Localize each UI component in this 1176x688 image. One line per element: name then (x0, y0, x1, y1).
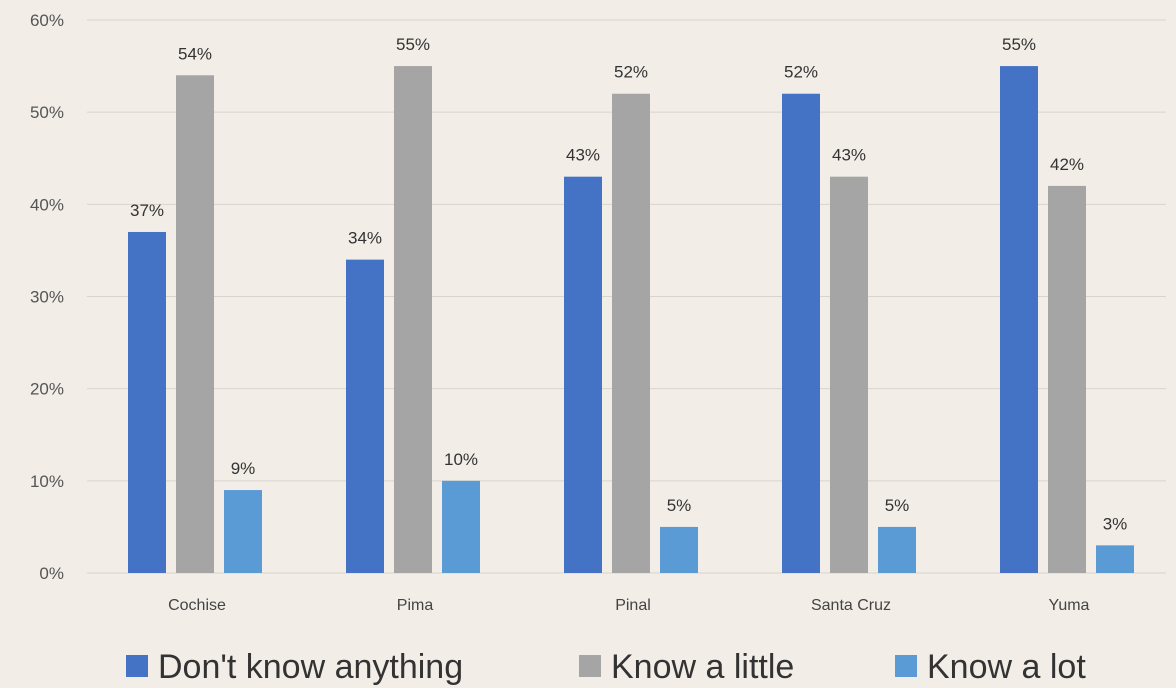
x-category-label: Cochise (168, 597, 226, 614)
bar (1000, 66, 1038, 573)
data-label: 5% (885, 496, 910, 515)
y-tick-label: 0% (39, 564, 64, 583)
y-tick-label: 20% (30, 380, 64, 399)
data-label: 42% (1050, 155, 1084, 174)
legend-label: Don't know anything (158, 648, 463, 686)
data-label: 52% (614, 63, 648, 82)
legend: Don't know anything Know a little Know a l… (126, 648, 1086, 686)
bar (612, 93, 650, 573)
data-label: 52% (784, 63, 818, 82)
y-tick-label: 50% (30, 103, 64, 122)
data-label: 54% (178, 44, 212, 63)
bar (394, 66, 432, 573)
bar (224, 490, 262, 573)
x-category-label: Santa Cruz (811, 597, 891, 614)
legend-label: Know a lot (927, 648, 1086, 686)
legend-swatch (895, 655, 917, 677)
legend-label: Know a little (611, 648, 794, 686)
data-label: 34% (348, 229, 382, 248)
data-label: 43% (832, 146, 866, 165)
data-label: 3% (1103, 514, 1128, 533)
bar (346, 259, 384, 573)
bar (660, 526, 698, 573)
bar (128, 231, 166, 573)
y-axis-ticks: 0% 10% 20% 30% 40% 50% 60% (30, 11, 64, 583)
bar (830, 176, 868, 573)
bar (176, 75, 214, 574)
y-tick-label: 30% (30, 288, 64, 307)
bar (1048, 185, 1086, 573)
x-category-label: Pima (397, 597, 434, 614)
y-tick-label: 10% (30, 472, 64, 491)
bar (442, 480, 480, 573)
data-label: 55% (1002, 35, 1036, 54)
y-tick-label: 60% (30, 11, 64, 30)
x-category-label: Yuma (1049, 597, 1090, 614)
y-tick-label: 40% (30, 195, 64, 214)
x-axis-categories: Cochise Pima Pinal Santa Cruz Yuma (168, 597, 1089, 614)
data-label: 37% (130, 201, 164, 220)
bar (1096, 545, 1134, 573)
bars (128, 66, 1134, 574)
data-label: 5% (667, 496, 692, 515)
legend-swatch (126, 655, 148, 677)
data-label: 43% (566, 146, 600, 165)
data-label: 10% (444, 450, 478, 469)
legend-swatch (579, 655, 601, 677)
data-labels: 37% 54% 9% 34% 55% 10% 43% 52% 5% 52% 43% 5% 55% 42% 3… (130, 35, 1127, 533)
x-category-label: Pinal (615, 597, 651, 614)
bar (782, 93, 820, 573)
data-label: 9% (231, 459, 256, 478)
bar (564, 176, 602, 573)
bar (878, 526, 916, 573)
data-label: 55% (396, 35, 430, 54)
